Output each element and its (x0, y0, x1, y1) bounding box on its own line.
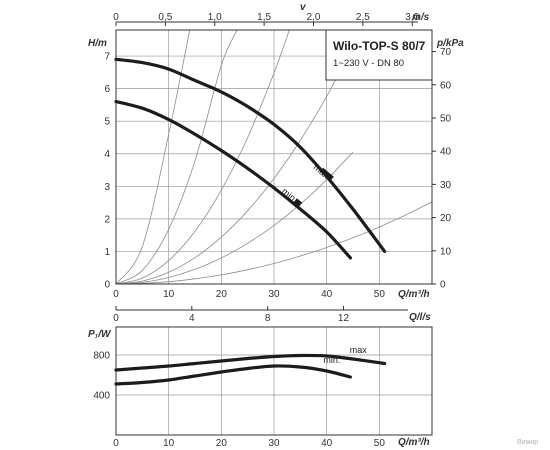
chart-subtitle: 1~230 V - DN 80 (333, 58, 404, 69)
y-tick-label: 6 (104, 84, 110, 95)
x3-tick-label: 0 (113, 313, 119, 324)
pump-curve-min (114, 100, 352, 260)
x-tick-label: 30 (268, 289, 280, 300)
x-tick-label: 10 (163, 438, 175, 449)
x2-tick-label: 2,5 (356, 12, 370, 23)
system-curve (116, 30, 290, 284)
y-tick-label: 0 (104, 280, 110, 291)
bottom-chart: 0 10 20 30 40 50 400 800 max min. P₁/W Q/m³/h (88, 326, 433, 450)
x2-axis-title: v (300, 2, 307, 13)
bottom-plot-frame (115, 326, 433, 436)
chart-title: Wilo-TOP-S 80/7 (333, 39, 426, 53)
x2-tick-label: 1,5 (257, 12, 271, 23)
y-tick-label: 400 (93, 391, 110, 402)
x2-tick-label: 3,0 (405, 12, 419, 23)
y-tick-label: 4 (104, 149, 110, 160)
x-tick-label: 10 (163, 289, 175, 300)
y2-tick-label: 50 (440, 113, 452, 124)
power-curve-max (114, 353, 387, 372)
watermark: Вимир (517, 439, 538, 446)
bottom-power-curves: max min. (114, 345, 387, 386)
y-tick-label: 800 (93, 351, 110, 362)
x-tick-label: 20 (216, 289, 228, 300)
bottom-x-axis-title: Q/m³/h (398, 437, 430, 448)
x3-tick-label: 8 (265, 313, 271, 324)
x-tick-label: 40 (321, 438, 333, 449)
x-tick-label: 20 (216, 438, 228, 449)
x2-tick-label: 1,0 (208, 12, 222, 23)
system-curve (116, 151, 354, 284)
x-tick-label: 0 (113, 438, 119, 449)
x2-tick-label: 2,0 (307, 12, 321, 23)
power-curve-label-min: min. (323, 355, 340, 365)
x-tick-label: 0 (113, 289, 119, 300)
x-axis-title: Q/m³/h (398, 289, 430, 300)
curve-marker-max (319, 167, 334, 181)
y-tick-label: 1 (104, 247, 110, 258)
y-tick-label: 3 (104, 182, 110, 193)
y2-axis-title: p/kPa (436, 38, 464, 49)
x3-tick-label: 4 (189, 313, 195, 324)
y-axis-title: H/m (88, 38, 107, 49)
x3-tick-label: 12 (338, 313, 350, 324)
x3-axis-title: Q/l/s (409, 312, 431, 323)
bottom-tick-labels: 0 10 20 30 40 50 400 800 (93, 351, 385, 450)
x-tick-label: 50 (374, 289, 386, 300)
y2-tick-label: 40 (440, 147, 452, 158)
y2-tick-label: 30 (440, 180, 452, 191)
legend-frame (325, 29, 433, 81)
y2-tick-label: 70 (440, 47, 452, 58)
x2-axis-unit: m/s (412, 12, 430, 23)
system-curves (116, 30, 432, 284)
x-tick-label: 30 (268, 438, 280, 449)
legend-box: Wilo-TOP-S 80/7 1~230 V - DN 80 (325, 29, 433, 81)
power-curve-min (114, 364, 352, 386)
y2-tick-label: 60 (440, 80, 452, 91)
y2-tick-label: 20 (440, 213, 452, 224)
curve-marker-min (293, 198, 303, 207)
x-tick-label: 40 (321, 289, 333, 300)
system-curve (116, 46, 354, 284)
x2-tick-label: 0,5 (158, 12, 172, 23)
y2-tick-label: 0 (440, 280, 446, 291)
system-curve (116, 201, 432, 284)
power-axis-title: P₁/W (88, 329, 112, 340)
y-tick-label: 7 (104, 52, 110, 63)
x-tick-label: 50 (374, 438, 386, 449)
y2-tick-label: 10 (440, 246, 452, 257)
y-tick-label: 2 (104, 214, 110, 225)
pump-curve-max (114, 57, 387, 253)
system-curve (116, 30, 238, 284)
x2-tick-label: 0 (113, 12, 119, 23)
y-tick-label: 5 (104, 117, 110, 128)
power-curve-label-max: max (350, 345, 368, 355)
system-curve (116, 30, 191, 284)
top-plot-frame (115, 29, 433, 285)
